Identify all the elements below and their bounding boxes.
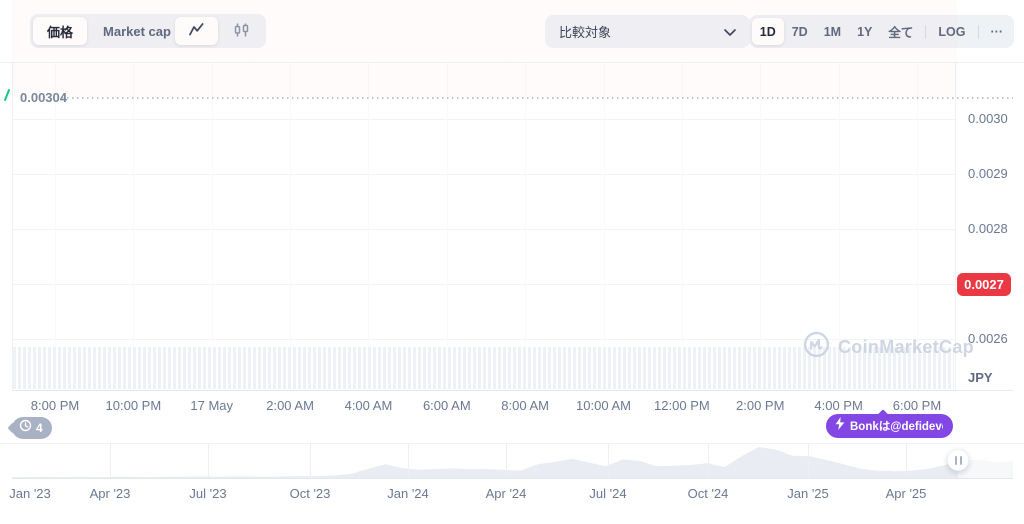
gridline xyxy=(55,62,56,390)
history-count: 4 xyxy=(36,421,43,435)
gridline xyxy=(446,62,448,390)
annotation-text: Bonkは@defidevcor... xyxy=(850,421,943,433)
gridline xyxy=(916,62,918,390)
gridline xyxy=(211,62,213,390)
timeline-date-label: Apr '23 xyxy=(89,486,131,501)
gridline xyxy=(608,443,609,478)
x-axis-line xyxy=(12,390,1013,391)
timeline-date-label: Oct '24 xyxy=(687,486,729,501)
tweet-annotation-badge[interactable]: Bonkは@defidevcor... xyxy=(826,409,953,438)
gridline xyxy=(408,443,409,478)
timeline-date-label: Apr '24 xyxy=(485,486,527,501)
x-tick-label: 12:00 PM xyxy=(654,398,710,413)
gridline xyxy=(681,62,683,390)
history-annotations-badge[interactable]: 4 xyxy=(7,417,52,439)
x-tick-label: 10:00 AM xyxy=(576,398,631,413)
x-tick-label: 4:00 AM xyxy=(344,398,393,413)
series-start-tick xyxy=(4,89,10,101)
x-tick-label: 6:00 PM xyxy=(892,398,942,413)
watermark: CoinMarketCap xyxy=(803,331,974,363)
handle-grip-bar xyxy=(954,455,957,465)
x-tick-label: 4:00 PM xyxy=(814,398,863,413)
gridline xyxy=(603,62,605,390)
gridline xyxy=(12,339,955,340)
y-tick-label: 0.0026 xyxy=(968,331,1008,346)
volume-bars xyxy=(13,347,954,389)
timeline-date-label: Jan '24 xyxy=(387,486,429,501)
gridline xyxy=(110,443,111,478)
gridline xyxy=(12,229,955,230)
timeline-date-label: Apr '25 xyxy=(885,486,927,501)
gridline xyxy=(506,443,507,478)
timeline-bottom-border xyxy=(12,478,1013,479)
gridline xyxy=(368,62,370,390)
coinmarketcap-logo-icon xyxy=(803,331,830,363)
timeline-date-label: Jul '23 xyxy=(189,486,227,501)
x-tick-label: 8:00 AM xyxy=(501,398,550,413)
gridline xyxy=(12,174,955,175)
x-tick-label: 2:00 AM xyxy=(266,398,314,413)
timeline-top-border xyxy=(0,443,1024,444)
gridline xyxy=(808,443,809,478)
gridline xyxy=(760,62,762,390)
gridline xyxy=(290,62,292,390)
timeline-date-label: Jul '24 xyxy=(589,486,627,501)
watermark-text: CoinMarketCap xyxy=(838,336,974,357)
gridline xyxy=(525,62,527,390)
plot-right-border xyxy=(955,62,956,390)
timeline-range-handle[interactable] xyxy=(947,449,969,471)
gridline xyxy=(12,284,955,285)
baseline-dotted-line xyxy=(62,97,1013,99)
gridline xyxy=(208,443,209,478)
gridline xyxy=(838,62,840,390)
timeline-date-label: Oct '23 xyxy=(289,486,331,501)
more-options-button[interactable]: ··· xyxy=(983,18,1012,45)
current-price-badge: 0.0027 xyxy=(957,272,1011,296)
x-tick-label: 8:00 PM xyxy=(30,398,80,413)
currency-unit-label: JPY xyxy=(968,370,993,385)
clock-history-icon xyxy=(19,419,32,437)
x-tick-label: 2:00 PM xyxy=(736,398,785,413)
timeline-area xyxy=(12,447,1013,478)
x-tick-label: 6:00 AM xyxy=(422,398,471,413)
gridline xyxy=(133,62,135,390)
plot-left-border xyxy=(12,62,13,390)
y-tick-label: 0.0029 xyxy=(968,166,1008,181)
divider xyxy=(977,24,979,39)
y-tick-label: 0.0030 xyxy=(968,111,1008,126)
gridline xyxy=(12,119,955,120)
gridline xyxy=(906,443,907,478)
handle-grip-bar xyxy=(959,455,962,465)
gridline xyxy=(708,443,709,478)
y-tick-label: 0.0028 xyxy=(968,221,1008,236)
gridline xyxy=(310,443,311,478)
x-tick-label: 17 May xyxy=(190,398,234,413)
timeline-date-label: Jan '23 xyxy=(9,486,51,501)
lightning-icon xyxy=(835,417,845,435)
timeline-date-label: Jan '25 xyxy=(787,486,829,501)
x-tick-label: 10:00 PM xyxy=(105,398,162,413)
